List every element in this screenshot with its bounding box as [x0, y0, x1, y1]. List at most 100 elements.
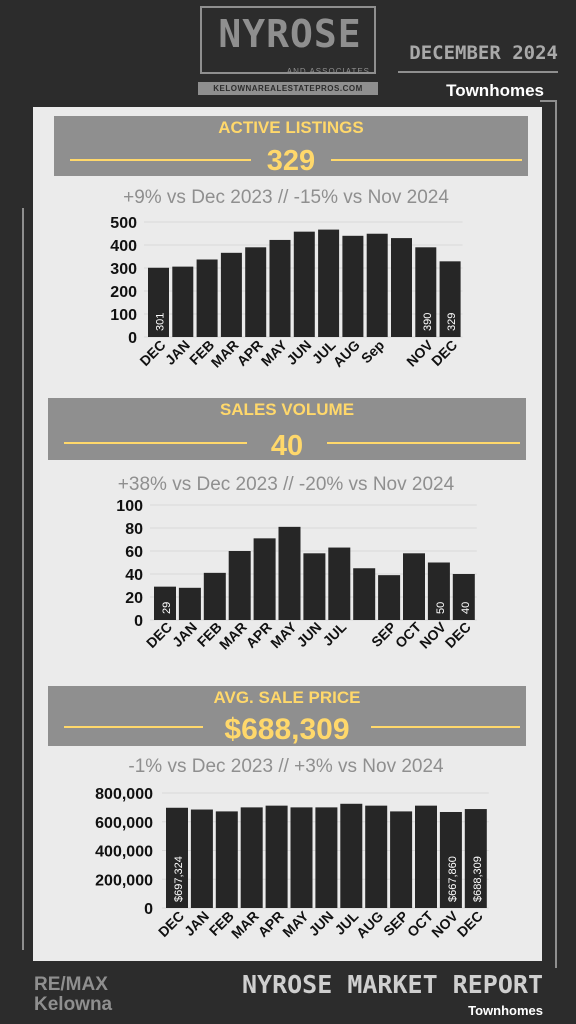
y-tick-label: 200	[110, 284, 137, 301]
y-tick-label: 0	[144, 901, 153, 918]
bar	[154, 586, 176, 620]
comparison-text: +38% vs Dec 2023 // -20% vs Nov 2024	[118, 474, 455, 495]
chart-2: AVG. SALE PRICE $688,309 -1% vs Dec 2023 /…	[48, 686, 526, 942]
bar	[265, 805, 288, 908]
headline-value: $688,309	[224, 713, 349, 746]
bar	[220, 252, 242, 337]
x-tick-label: OCT	[392, 618, 425, 651]
title-banner	[48, 686, 526, 746]
bar	[342, 235, 364, 337]
chart-title: ACTIVE LISTINGS	[218, 118, 363, 137]
y-tick-label: 40	[125, 567, 143, 584]
bar	[464, 809, 487, 908]
x-tick-label: MAY	[258, 336, 291, 369]
bar	[253, 538, 276, 620]
x-tick-label: MAR	[228, 908, 262, 942]
x-tick-label: APR	[255, 908, 287, 940]
bar	[303, 553, 326, 620]
chart-title: SALES VOLUME	[220, 400, 354, 419]
bar	[172, 266, 194, 337]
bar	[328, 547, 351, 620]
bar	[427, 562, 450, 620]
y-tick-label: 0	[128, 330, 137, 347]
chart-1: SALES VOLUME 40 +38% vs Dec 2023 // -20% v…	[48, 398, 526, 653]
bar-data-label: 329	[446, 313, 458, 331]
x-tick-label: JUN	[283, 337, 314, 368]
x-tick-label: AUG	[353, 908, 386, 941]
y-tick-label: 0	[134, 613, 143, 630]
bar	[148, 267, 169, 337]
bar	[190, 809, 213, 908]
bar	[415, 247, 437, 337]
title-banner	[48, 398, 526, 460]
bar-data-label: 390	[422, 313, 434, 331]
chart-0: ACTIVE LISTINGS 329 +9% vs Dec 2023 // -15…	[54, 116, 528, 371]
bar	[353, 568, 376, 620]
headline-value: 329	[267, 145, 315, 177]
y-tick-label: 200,000	[95, 872, 153, 889]
y-tick-label: 100	[110, 307, 137, 324]
bar	[452, 574, 475, 620]
bar	[366, 233, 388, 337]
y-tick-label: 600,000	[95, 815, 153, 832]
x-tick-label: SEP	[368, 619, 399, 650]
y-tick-label: 400	[110, 238, 137, 255]
bar	[240, 807, 263, 908]
chart-title: AVG. SALE PRICE	[213, 688, 360, 707]
brand-logo-city: Kelowna	[34, 994, 113, 1015]
x-tick-label: DEC	[143, 619, 175, 651]
bar-data-label: 29	[161, 602, 173, 614]
bar	[178, 587, 201, 620]
bar	[315, 807, 338, 908]
bar-data-label: $697,324	[173, 856, 185, 902]
y-tick-label: 60	[125, 544, 143, 561]
comparison-text: +9% vs Dec 2023 // -15% vs Nov 2024	[123, 187, 449, 208]
x-tick-label: DEC	[428, 337, 460, 369]
bar	[390, 811, 413, 908]
x-tick-label: DEC	[136, 337, 168, 369]
bar	[378, 575, 401, 620]
y-tick-label: 800,000	[95, 786, 153, 803]
x-tick-label: Sep	[358, 337, 387, 366]
bar	[245, 247, 267, 337]
logo-name: NYROSE	[218, 12, 362, 56]
logo-subtitle: AND ASSOCIATES	[286, 67, 370, 76]
x-tick-label: DEC	[442, 619, 474, 651]
x-tick-label: DEC	[155, 908, 187, 940]
x-tick-label: JAN	[162, 337, 193, 368]
bar-data-label: 40	[460, 602, 472, 614]
x-tick-label: DEC	[454, 908, 486, 940]
comparison-text: -1% vs Dec 2023 // +3% vs Nov 2024	[128, 756, 444, 777]
x-tick-label: MAY	[267, 618, 300, 651]
x-tick-label: JUN	[293, 619, 324, 650]
bar	[403, 553, 425, 620]
property-type: Townhomes	[446, 81, 544, 100]
x-tick-label: SEP	[380, 908, 411, 939]
bar	[318, 229, 340, 337]
bar	[203, 572, 226, 620]
x-tick-label: APR	[243, 619, 275, 651]
bar-data-label: $688,309	[472, 856, 484, 902]
headline-value: 40	[271, 430, 303, 462]
bar	[439, 811, 462, 908]
bar	[215, 811, 238, 908]
y-tick-label: 500	[110, 215, 137, 232]
x-tick-label: NOV	[416, 618, 449, 651]
bar	[196, 259, 218, 337]
x-tick-label: JUN	[305, 908, 336, 939]
bar	[439, 261, 461, 337]
bar-data-label: 301	[155, 313, 167, 331]
x-tick-label: MAR	[216, 619, 250, 653]
bar	[278, 526, 301, 620]
y-tick-label: 400,000	[95, 844, 153, 861]
bar-data-label: $667,860	[447, 856, 459, 902]
logo-box: NYROSE AND ASSOCIATES	[200, 6, 376, 76]
bar	[228, 551, 251, 620]
x-tick-label: APR	[234, 337, 266, 369]
x-tick-label: JAN	[169, 619, 200, 650]
x-tick-label: JUL	[319, 618, 349, 648]
logo-url: KELOWNAREALESTATEPROS.COM	[198, 82, 378, 95]
x-tick-label: OCT	[404, 907, 437, 940]
right-frame-top	[540, 100, 557, 102]
